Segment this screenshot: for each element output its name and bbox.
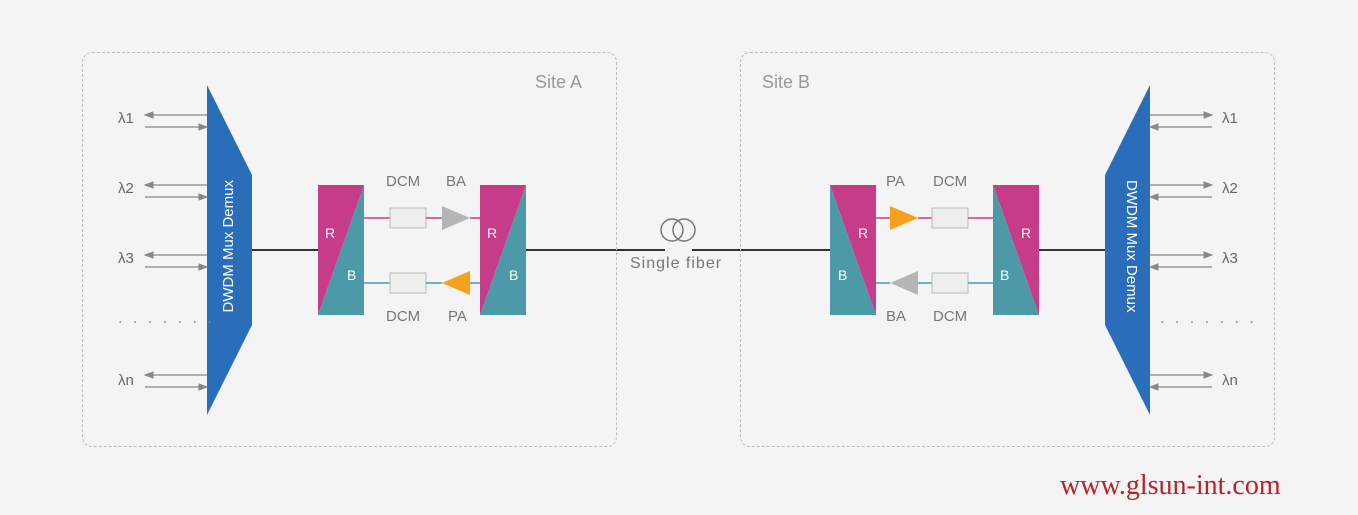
rb-a-right-r: R <box>487 225 497 241</box>
lambda-right-n: λn <box>1222 372 1238 389</box>
label-b-ba: BA <box>886 308 906 325</box>
watermark: www.glsun-int.com <box>1060 470 1281 502</box>
lambda-left-n: λn <box>118 372 134 389</box>
rb-a-left-b: B <box>347 267 356 283</box>
site-b-title: Site B <box>762 72 810 93</box>
label-b-dcm-b: DCM <box>933 308 967 325</box>
site-b-box <box>740 52 1275 447</box>
site-a-box <box>82 52 617 447</box>
rb-b-right-b: B <box>1000 267 1009 283</box>
rb-b-left-r: R <box>858 225 868 241</box>
label-a-dcm-t: DCM <box>386 173 420 190</box>
label-a-pa: PA <box>448 308 467 325</box>
single-fiber-label: Single fiber <box>630 255 722 273</box>
site-a-title: Site A <box>535 72 582 93</box>
lambda-left-3: λ3 <box>118 250 134 267</box>
label-b-dcm-t: DCM <box>933 173 967 190</box>
label-a-dcm-b: DCM <box>386 308 420 325</box>
mux-right-label: DWDM Mux Demux <box>1123 180 1140 313</box>
lambda-left-1: λ1 <box>118 110 134 127</box>
fiber-icon <box>661 219 695 241</box>
lambda-right-3: λ3 <box>1222 250 1238 267</box>
rb-b-right-r: R <box>1021 225 1031 241</box>
lambda-right-1: λ1 <box>1222 110 1238 127</box>
mux-left-label: DWDM Mux Demux <box>220 180 237 313</box>
dots-left: . . . . . . . <box>118 310 215 328</box>
rb-a-left-r: R <box>325 225 335 241</box>
lambda-left-2: λ2 <box>118 180 134 197</box>
rb-b-left-b: B <box>838 267 847 283</box>
label-b-pa: PA <box>886 173 905 190</box>
lambda-right-2: λ2 <box>1222 180 1238 197</box>
rb-a-right-b: B <box>509 267 518 283</box>
label-a-ba: BA <box>446 173 466 190</box>
dots-right: . . . . . . . <box>1160 310 1257 328</box>
